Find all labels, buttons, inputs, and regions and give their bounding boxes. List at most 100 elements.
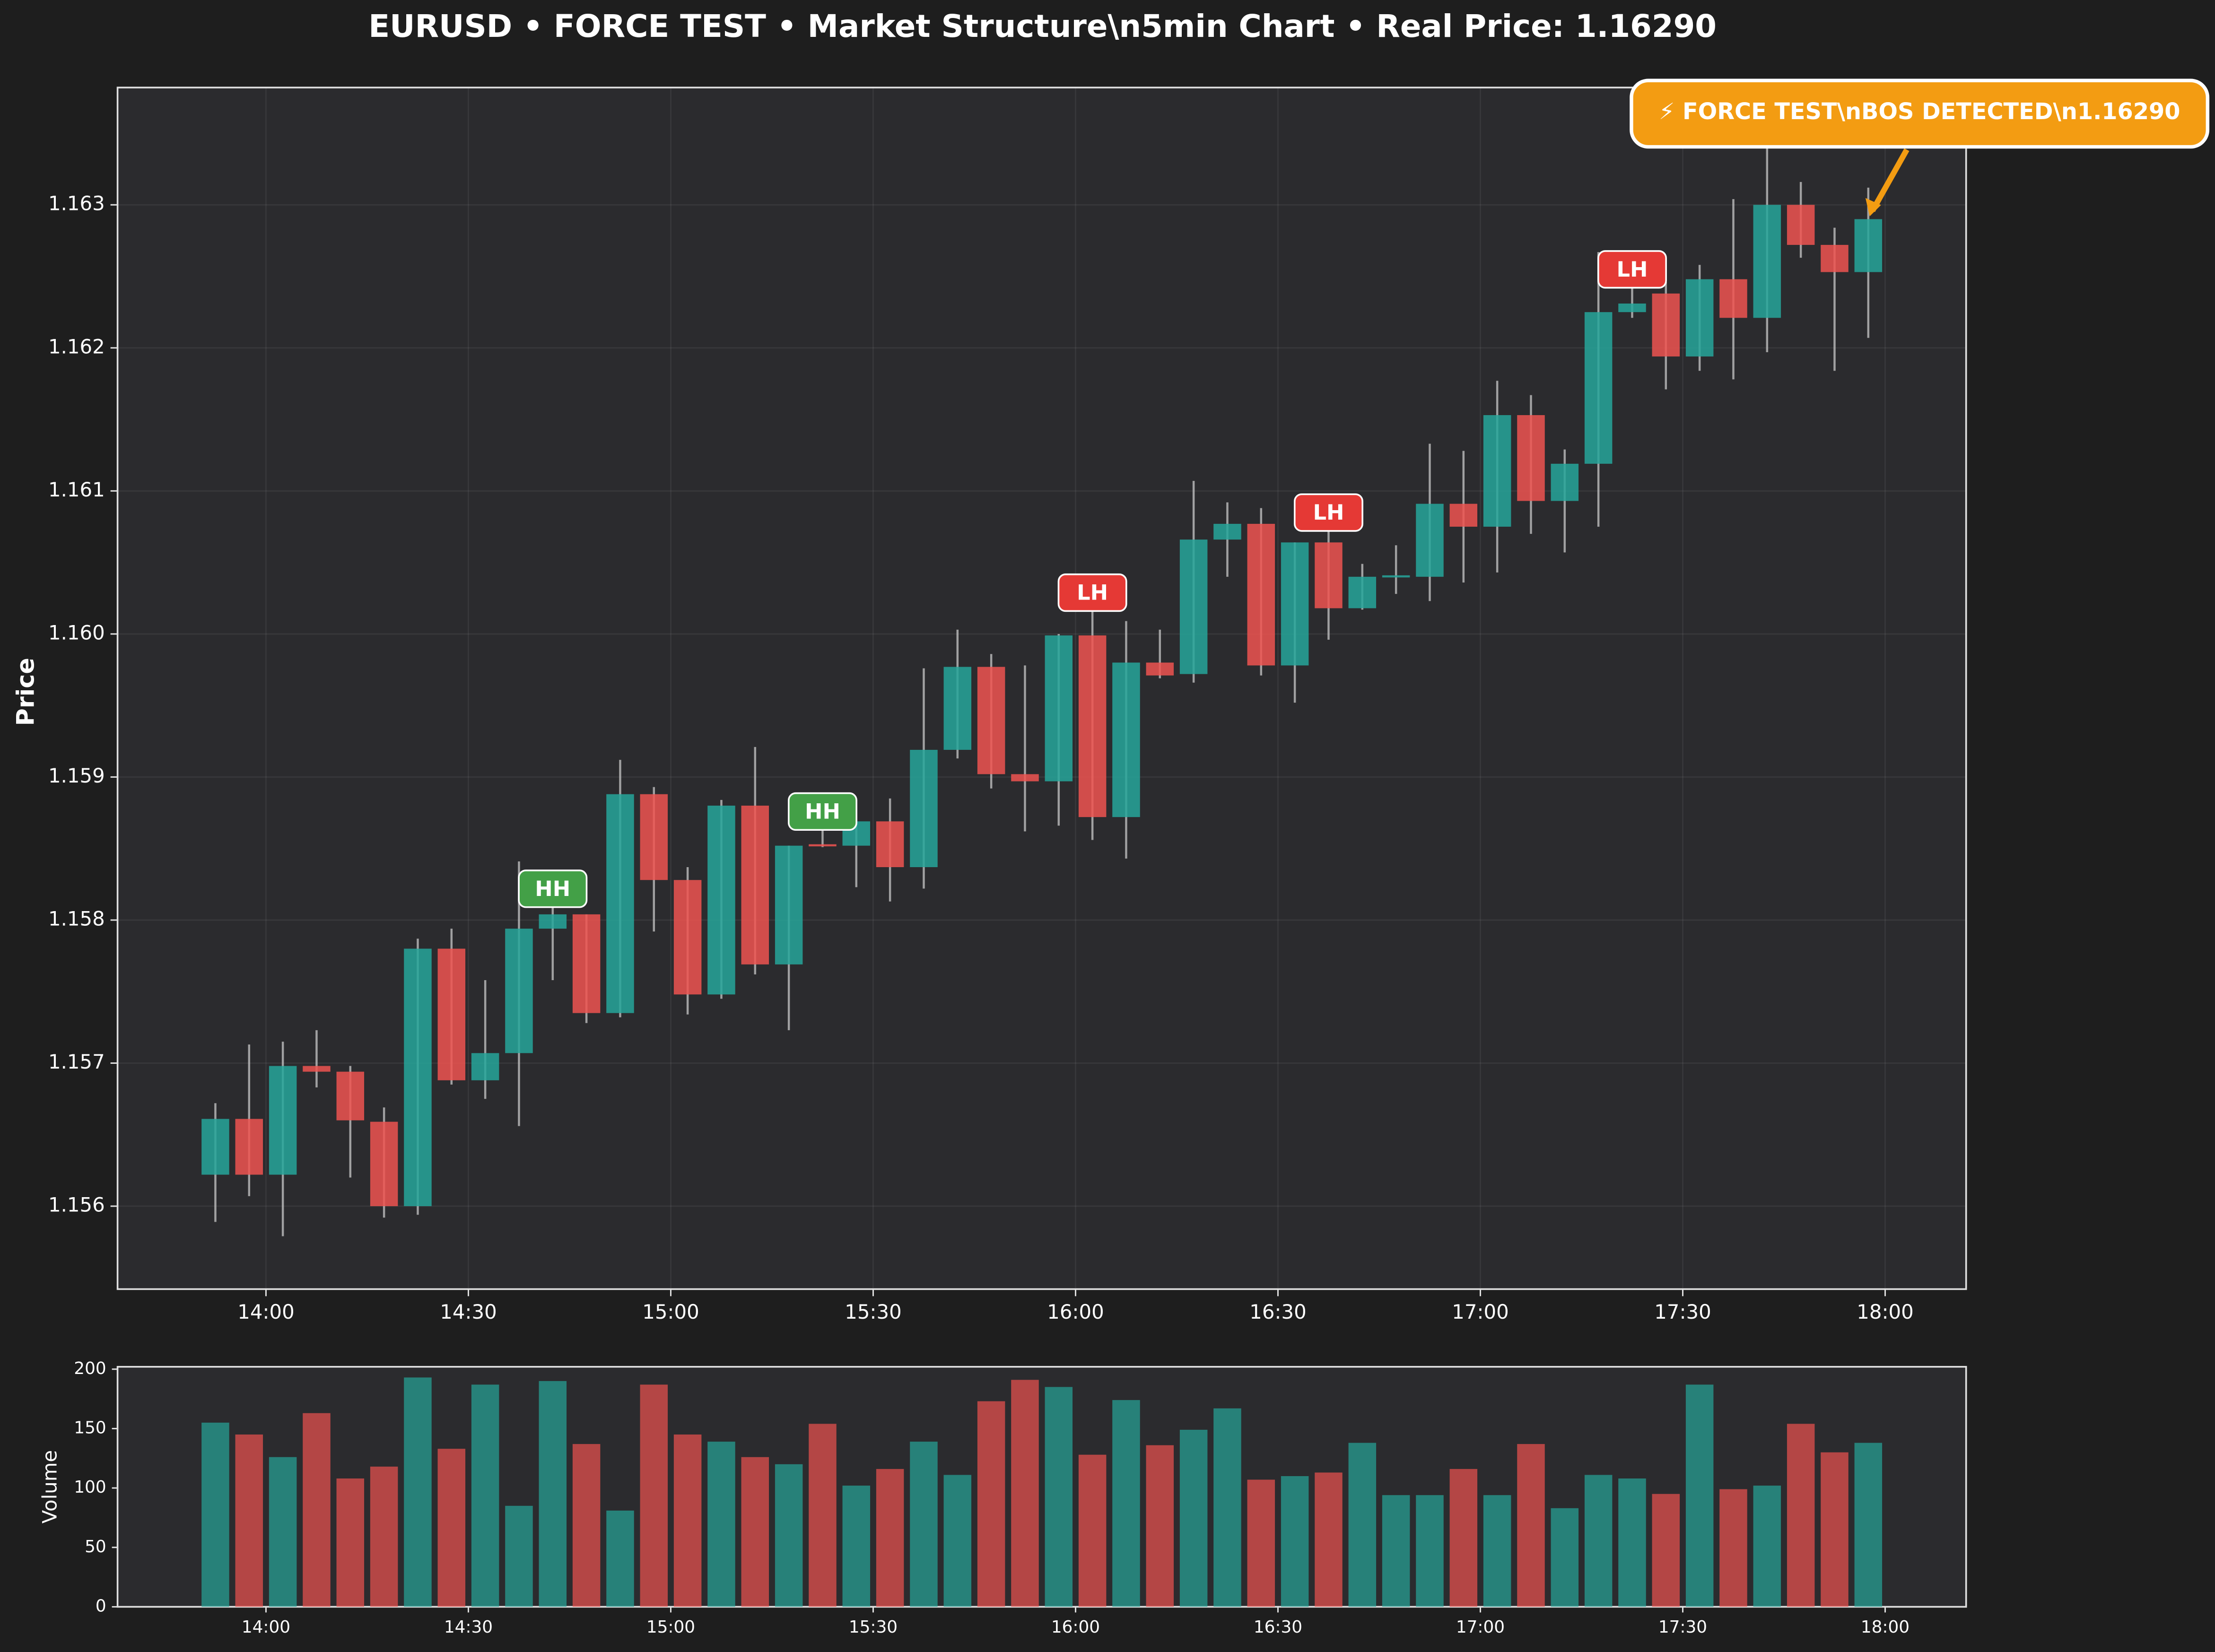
candle-body [370,1122,398,1207]
volume-bar [1685,1384,1714,1607]
volume-x-tick-label: 14:00 [242,1617,290,1637]
volume-bar [1551,1508,1579,1607]
structure-badge [1597,250,1667,289]
volume-x-tick-label: 17:30 [1658,1617,1707,1637]
volume-bar [943,1475,972,1607]
candle-body [269,1066,297,1175]
candle-body [1517,415,1545,501]
volume-bar [1348,1443,1377,1607]
y-tick-label: 1.156 [48,1193,105,1217]
volume-bar [1281,1476,1309,1607]
volume-bar [640,1384,668,1607]
volume-bar [336,1478,365,1607]
volume-bar [1179,1429,1208,1607]
structure-label: LH [1616,257,1648,282]
volume-y-tick-label: 150 [74,1418,106,1437]
volume-bar [1011,1380,1039,1607]
volume-bar [1483,1495,1511,1607]
y-axis-label: Price [11,658,39,726]
x-tick-label: 18:00 [1857,1300,1913,1323]
annotation-arrow [1870,148,1910,212]
candle-body [1045,635,1073,782]
volume-bar [1247,1479,1275,1607]
x-tick-label: 14:30 [440,1300,497,1323]
volume-bar [1652,1494,1680,1607]
candle-body [1247,523,1275,666]
volume-bar [269,1457,297,1607]
price-panel [116,87,1967,1290]
volume-bar [1078,1454,1107,1607]
volume-bar [1517,1444,1545,1607]
candle-body [1382,575,1410,578]
candle-body [1011,774,1039,782]
y-tick-label: 1.158 [48,907,105,930]
volume-bar [303,1413,331,1607]
candle-body [977,667,1005,774]
volume-bar [876,1469,904,1607]
volume-bar [707,1442,735,1607]
candle-body [201,1119,229,1175]
candle-body [235,1119,263,1175]
candle-body [1483,415,1511,527]
annotation-text: ⚡ FORCE TEST\nBOS DETECTED\n1.16290 [1659,99,2180,125]
volume-bar [1753,1486,1781,1607]
annotation-box [1630,78,2210,149]
x-tick-label: 16:30 [1249,1300,1306,1323]
y-tick-label: 1.160 [48,621,105,644]
candle-body [1078,635,1107,817]
structure-label: HH [535,876,570,901]
x-tick-label: 17:00 [1452,1300,1509,1323]
volume-bar [1315,1472,1343,1607]
candle-body [404,948,432,1207]
volume-bar [539,1381,567,1607]
volume-bar [775,1464,803,1607]
candle-body [539,914,567,929]
candle-body [741,805,769,965]
structure-badge [1294,493,1363,532]
x-tick-label: 15:30 [845,1300,901,1323]
volume-bar [842,1486,871,1607]
volume-bar [1854,1443,1883,1607]
candle-body [1854,219,1883,272]
structure-label: LH [1313,500,1344,525]
annotation-arrowhead [1865,198,1881,217]
volume-y-tick-label: 100 [74,1478,106,1497]
candle-body [775,845,803,965]
volume-y-tick-label: 0 [96,1596,106,1616]
candle-body [1753,205,1781,318]
volume-bar [437,1449,466,1607]
volume-bar [1584,1475,1613,1607]
structure-label: HH [805,799,840,824]
volume-bar [1213,1408,1241,1607]
candle-body [1821,244,1849,272]
structure-label: LH [1077,580,1108,605]
candle-body [1112,662,1140,817]
candle-body [673,880,702,995]
candle-body [303,1066,331,1072]
candle-body [1146,662,1174,676]
volume-bar [1416,1495,1444,1607]
candle-body [1652,293,1680,356]
volume-bar [1719,1489,1747,1607]
volume-bar [673,1435,702,1607]
candle-body [606,794,634,1013]
candle-body [1179,539,1208,674]
volume-bar [201,1422,229,1607]
candle-body [1618,303,1646,313]
x-tick-label: 16:00 [1047,1300,1104,1323]
volume-x-tick-label: 16:30 [1254,1617,1302,1637]
candle-body [471,1053,499,1080]
structure-badge [1057,573,1127,612]
volume-x-tick-label: 15:30 [849,1617,898,1637]
volume-bar [1045,1387,1073,1607]
candle-body [437,948,466,1080]
candle-body [1213,523,1241,540]
candle-body [707,805,735,995]
volume-bar [471,1384,499,1607]
x-tick-label: 17:30 [1654,1300,1711,1323]
candle-body [1685,279,1714,356]
structure-badge [788,792,857,831]
y-tick-label: 1.157 [48,1050,105,1073]
x-tick-label: 15:00 [642,1300,699,1323]
y-tick-label: 1.162 [48,335,105,358]
